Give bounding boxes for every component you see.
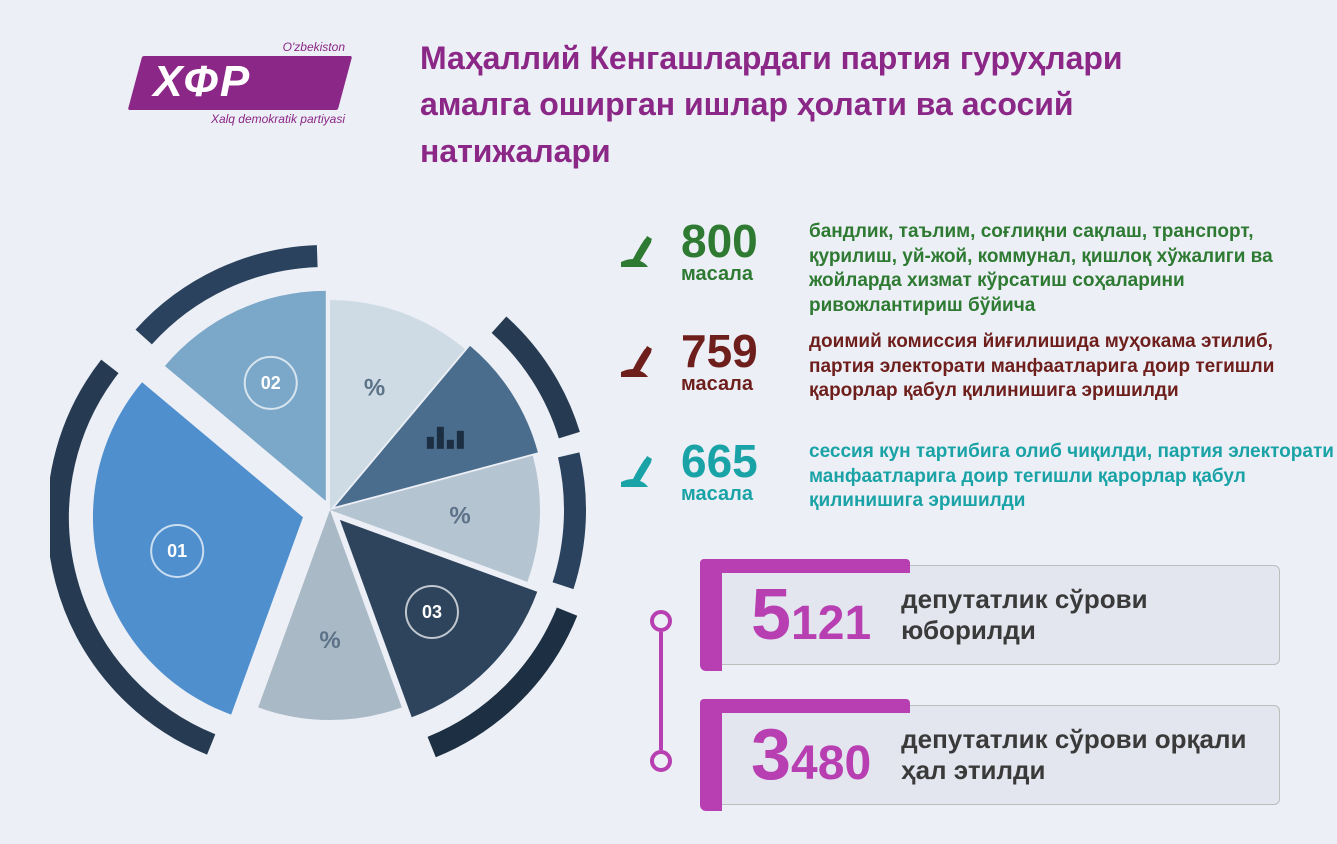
page-title: Маҳаллий Кенгашлардаги партия гуруҳлари … [420,35,1250,174]
stat-unit: масала [681,264,791,284]
stat-number: 759 [681,330,791,374]
connector-line [659,632,663,750]
stat-icon [615,226,663,274]
stat-unit: масала [681,374,791,394]
stat-description: бандлик, таълим, соғлиқни сақлаш, трансп… [809,220,1337,319]
logo-main-text: ХФР [153,60,327,104]
callout-card: 3480 депутатлик сўрови орқали ҳал этилди [710,705,1280,805]
callout-3480: 3480 депутатлик сўрови орқали ҳал этилди [680,705,1280,815]
connector-node-icon [650,750,672,772]
callout-card: 5121 депутатлик сўрови юборилди [710,565,1280,665]
stat-number-block: 759 масала [681,330,791,394]
slice-label: 03 [422,602,442,622]
hand-writing-icon [615,226,663,274]
party-logo: O'zbekiston ХФР Xalq demokratik partiyas… [135,40,345,126]
callout-tab [700,699,910,713]
stat-unit: масала [681,484,791,504]
pie-arc-s5 [563,455,575,586]
logo-sub-text: Xalq demokratik partiyasi [135,112,345,126]
stat-number: 800 [681,220,791,264]
callout-number: 3480 [751,719,871,791]
stat-759: 759 масала доимий комиссия йиғилишида му… [615,330,1337,404]
callout-text: депутатлик сўрови орқали ҳал этилди [901,724,1279,786]
title-line-1: Маҳаллий Кенгашлардаги партия гуруҳлари [420,35,1250,81]
hand-writing-icon [615,336,663,384]
slice-label: % [319,627,340,654]
stat-800: 800 масала бандлик, таълим, соғлиқни сақ… [615,220,1337,319]
connector-node-icon [650,610,672,632]
mini-bar [457,431,464,449]
hand-writing-icon [615,446,663,494]
stat-description: сессия кун тартибига олиб чиқилди, парти… [809,440,1337,514]
stat-number: 665 [681,440,791,484]
slice-label: % [449,503,470,530]
callout-left-bar [700,559,722,671]
logo-super-text: O'zbekiston [135,40,345,54]
stat-number-block: 665 масала [681,440,791,504]
title-line-2: амалга оширган ишлар ҳолати ва асосий на… [420,81,1250,174]
mini-bar [447,440,454,449]
mini-bar [427,437,434,449]
callout-5121: 5121 депутатлик сўрови юборилди [680,565,1280,675]
stat-number-block: 800 масала [681,220,791,284]
callout-left-bar [700,699,722,811]
callout-text: депутатлик сўрови юборилди [901,584,1279,646]
callout-number: 5121 [751,579,871,651]
infographic-canvas: O'zbekiston ХФР Xalq demokratik partiyas… [0,0,1337,844]
slice-label: % [364,375,385,402]
pie-chart: 01 02%% 03% [50,230,610,790]
stat-665: 665 масала сессия кун тартибига олиб чиқ… [615,440,1337,514]
slice-label: 02 [261,373,281,393]
stat-icon [615,446,663,494]
slice-label: 01 [167,541,187,561]
callout-tab [700,559,910,573]
stat-description: доимий комиссия йиғилишида муҳокама этил… [809,330,1337,404]
logo-plate: ХФР [128,56,352,110]
stat-icon [615,336,663,384]
mini-bar [437,427,444,449]
